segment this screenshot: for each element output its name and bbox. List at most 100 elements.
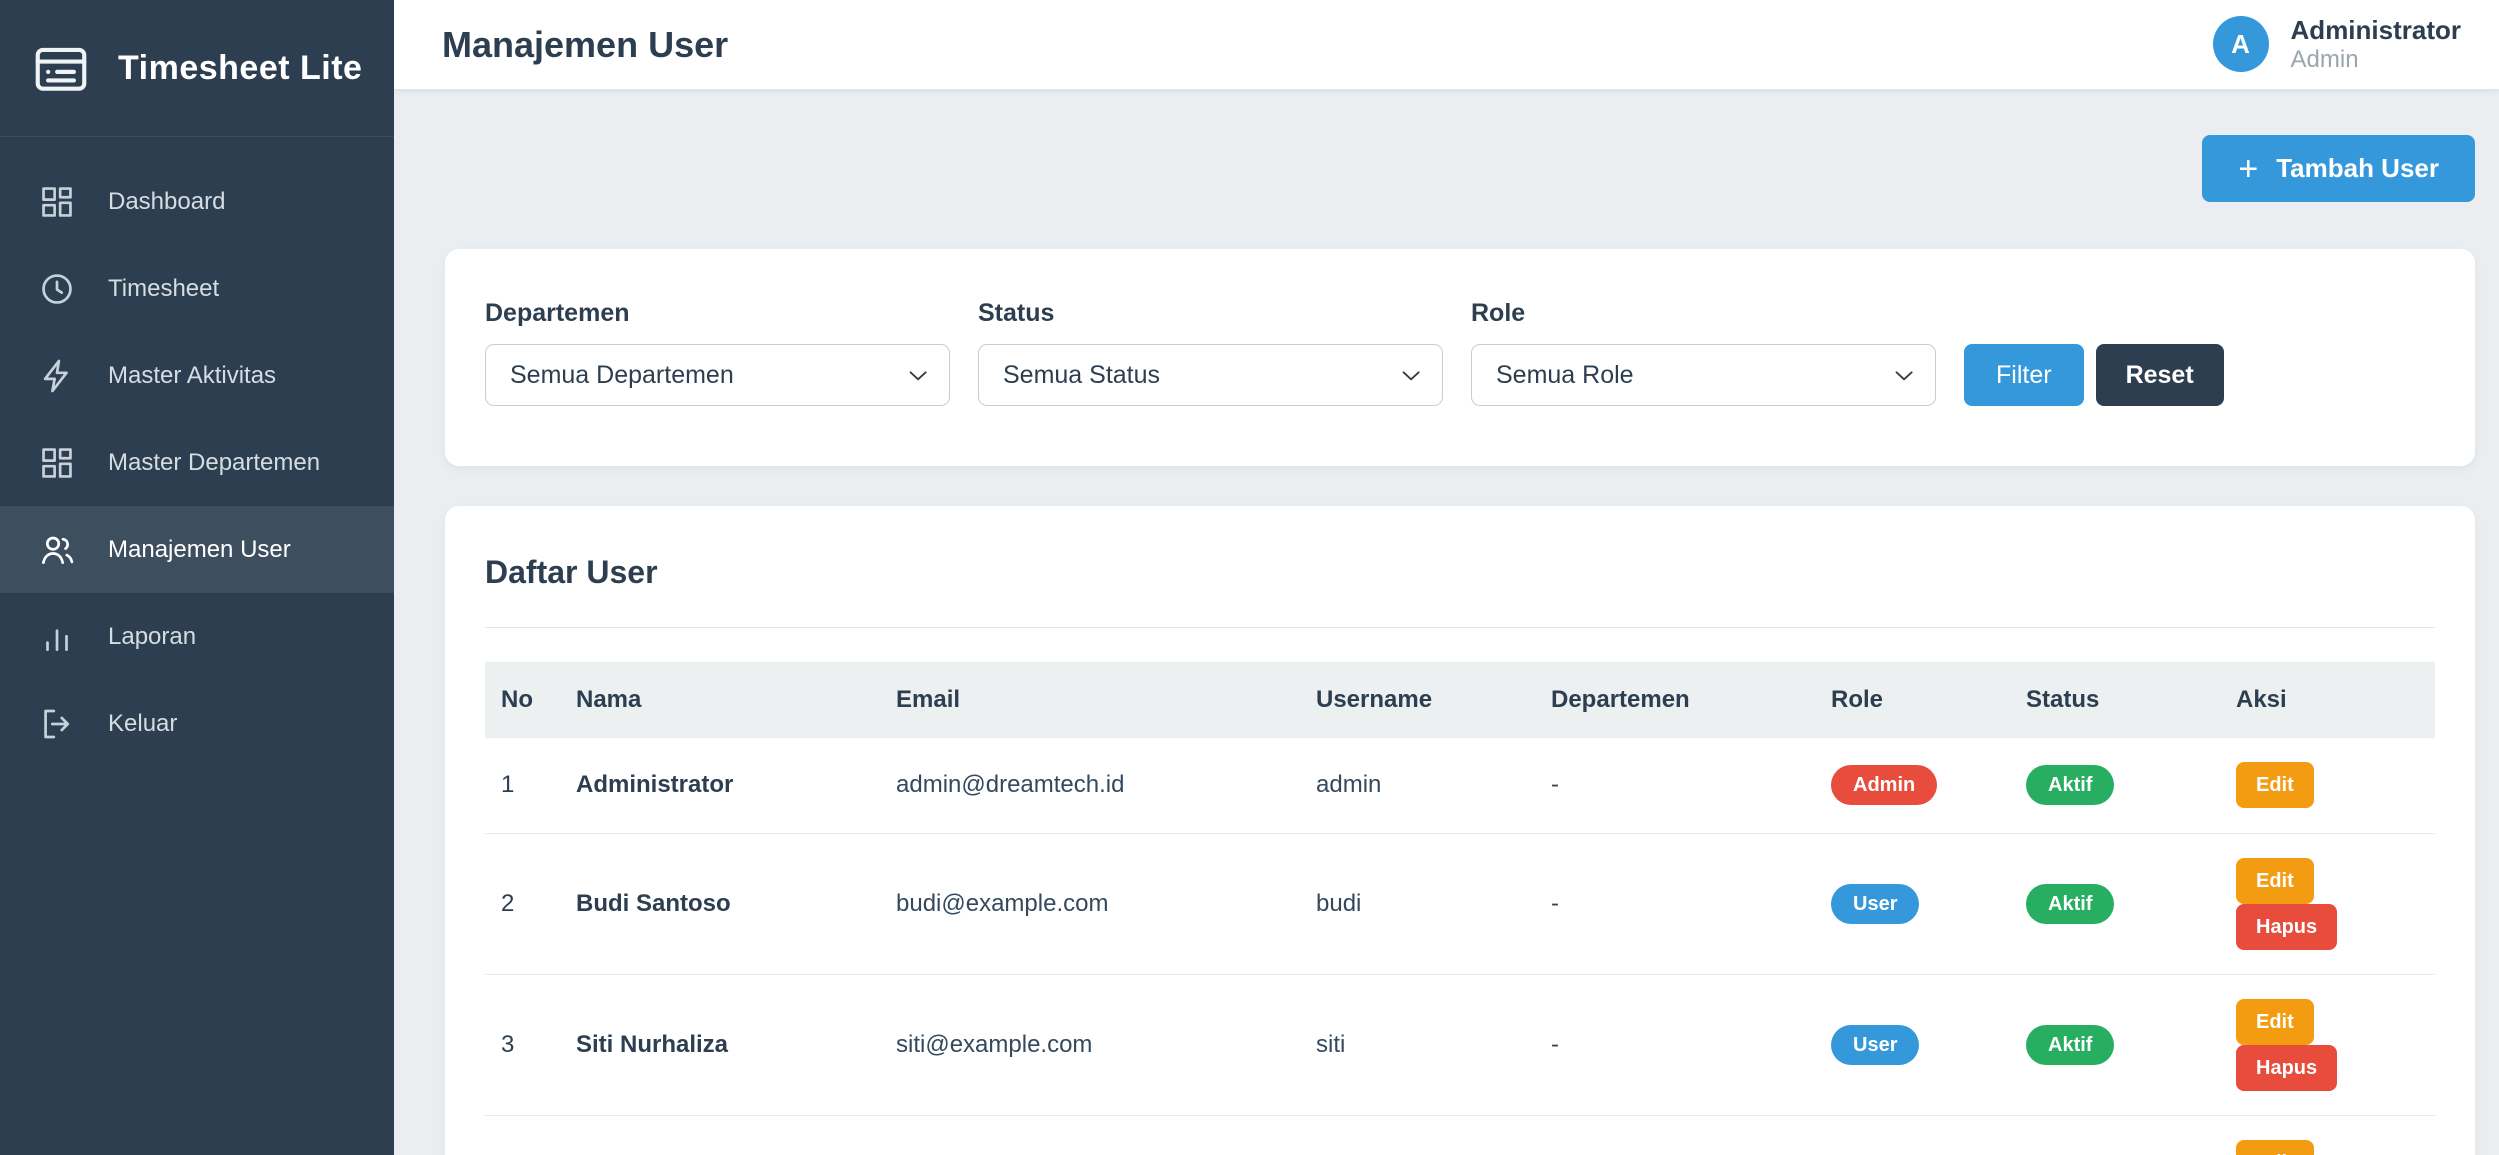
avatar[interactable]: A — [2212, 16, 2269, 73]
sidebar-item-label: Keluar — [108, 709, 178, 737]
column-header-no: No — [485, 662, 560, 738]
divider — [485, 627, 2435, 628]
sidebar-item-dashboard[interactable]: Dashboard — [0, 158, 394, 245]
page-title: Manajemen User — [442, 23, 729, 65]
cell-aksi: Edit — [2220, 738, 2435, 834]
cell-nama: Budi Santoso — [560, 833, 880, 975]
column-header-departemen: Departemen — [1535, 662, 1815, 738]
status-badge: Aktif — [2026, 883, 2115, 924]
select-wrap: Semua Departemen — [485, 344, 950, 406]
user-meta: Administrator Admin — [2291, 15, 2461, 75]
sidebar-item-keluar[interactable]: Keluar — [0, 680, 394, 767]
status-badge: Aktif — [2026, 765, 2115, 806]
filter-group-departemen: Departemen Semua Departemen — [485, 299, 950, 406]
sidebar-item-label: Manajemen User — [108, 535, 291, 563]
sidebar-item-label: Master Departemen — [108, 448, 321, 476]
table-row: 2 Budi Santoso budi@example.com budi - User Ak… — [485, 833, 2435, 975]
column-header-username: Username — [1300, 662, 1535, 738]
cell-role: User — [1815, 974, 2010, 1116]
cell-status: Aktif — [2010, 833, 2220, 975]
cell-no: 2 — [485, 833, 560, 975]
add-user-button[interactable]: + Tambah User — [2202, 135, 2475, 202]
reset-button[interactable]: Reset — [2095, 344, 2224, 406]
column-header-email: Email — [880, 662, 1300, 738]
cell-aksi: EditHapus — [2220, 833, 2435, 975]
cell-nama: Siti Nurhaliza — [560, 974, 880, 1116]
cell-nama: Administrator — [560, 738, 880, 834]
departemen-select[interactable]: Semua Departemen — [485, 344, 950, 406]
grid-icon — [42, 447, 72, 478]
role-badge: Admin — [1831, 765, 1938, 806]
role-select[interactable]: Semua Role — [1471, 344, 1936, 406]
cell-status: Aktif — [2010, 738, 2220, 834]
users-icon — [42, 536, 74, 564]
sidebar-item-laporan[interactable]: Laporan — [0, 593, 394, 680]
plus-icon: + — [2238, 149, 2259, 188]
sidebar: Timesheet Lite Dashboard Timesheet Master … — [0, 0, 394, 1155]
add-user-label: Tambah User — [2276, 153, 2439, 183]
edit-button[interactable]: Edit — [2236, 998, 2314, 1045]
hapus-button[interactable]: Hapus — [2236, 1044, 2338, 1091]
filter-group-role: Role Semua Role — [1471, 299, 1936, 406]
cell-aksi: EditHapus — [2220, 1115, 2435, 1155]
role-badge: User — [1831, 1024, 1920, 1065]
sidebar-item-label: Master Aktivitas — [108, 361, 277, 389]
cell-email: ahmad@example.com — [880, 1115, 1300, 1155]
user-table: No Nama Email Username Departemen Role Status A… — [485, 662, 2435, 1155]
table-body: 1 Administrator admin@dreamtech.id admin - Ad… — [485, 738, 2435, 1155]
timesheet-logo-icon — [35, 47, 87, 91]
user-menu[interactable]: A Administrator Admin — [2212, 15, 2461, 75]
cell-nama: Ahmad Wijaya — [560, 1115, 880, 1155]
hapus-button[interactable]: Hapus — [2236, 903, 2338, 950]
grid-icon — [42, 186, 72, 217]
cell-email: admin@dreamtech.id — [880, 738, 1300, 834]
cell-departemen: - — [1535, 833, 1815, 975]
filter-button[interactable]: Filter — [1964, 344, 2084, 406]
table-title: Daftar User — [485, 554, 658, 590]
topbar: Manajemen User A Administrator Admin — [394, 0, 2499, 89]
user-name: Administrator — [2290, 14, 2461, 45]
sidebar-item-master-aktivitas[interactable]: Master Aktivitas — [0, 332, 394, 419]
cell-role: User — [1815, 1115, 2010, 1155]
cell-role: User — [1815, 833, 2010, 975]
main-column: Manajemen User A Administrator Admin + T… — [394, 0, 2499, 1155]
cell-aksi: EditHapus — [2220, 974, 2435, 1116]
cell-email: siti@example.com — [880, 974, 1300, 1116]
cell-status: Aktif — [2010, 974, 2220, 1116]
filter-label: Departemen — [485, 299, 630, 327]
table-header: No Nama Email Username Departemen Role Status A… — [485, 662, 2435, 738]
app-logo: Timesheet Lite — [0, 0, 394, 137]
sidebar-item-manajemen-user[interactable]: Manajemen User — [0, 506, 394, 593]
filter-group-status: Status Semua Status — [978, 299, 1443, 406]
column-header-aksi: Aksi — [2220, 662, 2435, 738]
filter-label: Status — [978, 299, 1055, 327]
sidebar-item-label: Dashboard — [108, 187, 226, 215]
cell-username: budi — [1300, 833, 1535, 975]
cell-username: siti — [1300, 974, 1535, 1116]
sidebar-item-label: Timesheet — [108, 274, 220, 302]
select-wrap: Semua Role — [1471, 344, 1936, 406]
sidebar-item-master-departemen[interactable]: Master Departemen — [0, 419, 394, 506]
status-select[interactable]: Semua Status — [978, 344, 1443, 406]
edit-button[interactable]: Edit — [2236, 857, 2314, 904]
bar-chart-icon — [46, 628, 68, 651]
select-wrap: Semua Status — [978, 344, 1443, 406]
column-header-nama: Nama — [560, 662, 880, 738]
cell-departemen: - — [1535, 738, 1815, 834]
sidebar-item-label: Laporan — [108, 622, 197, 650]
app-title: Timesheet Lite — [118, 48, 363, 87]
bolt-icon — [43, 359, 68, 392]
table-row: 3 Siti Nurhaliza siti@example.com siti - User… — [485, 974, 2435, 1116]
cell-departemen: - — [1535, 974, 1815, 1116]
actions-row: + Tambah User — [445, 135, 2475, 202]
table-row: 1 Administrator admin@dreamtech.id admin - Ad… — [485, 738, 2435, 834]
logout-icon — [44, 709, 70, 738]
cell-departemen: - — [1535, 1115, 1815, 1155]
user-table-card: Daftar User No Nama Email Username Departeme… — [445, 506, 2475, 1155]
content-area: + Tambah User Departemen Semua Departemen… — [394, 89, 2499, 1155]
edit-button[interactable]: Edit — [2236, 1139, 2314, 1155]
cell-no: 4 — [485, 1115, 560, 1155]
column-header-status: Status — [2010, 662, 2220, 738]
edit-button[interactable]: Edit — [2236, 762, 2314, 809]
sidebar-item-timesheet[interactable]: Timesheet — [0, 245, 394, 332]
